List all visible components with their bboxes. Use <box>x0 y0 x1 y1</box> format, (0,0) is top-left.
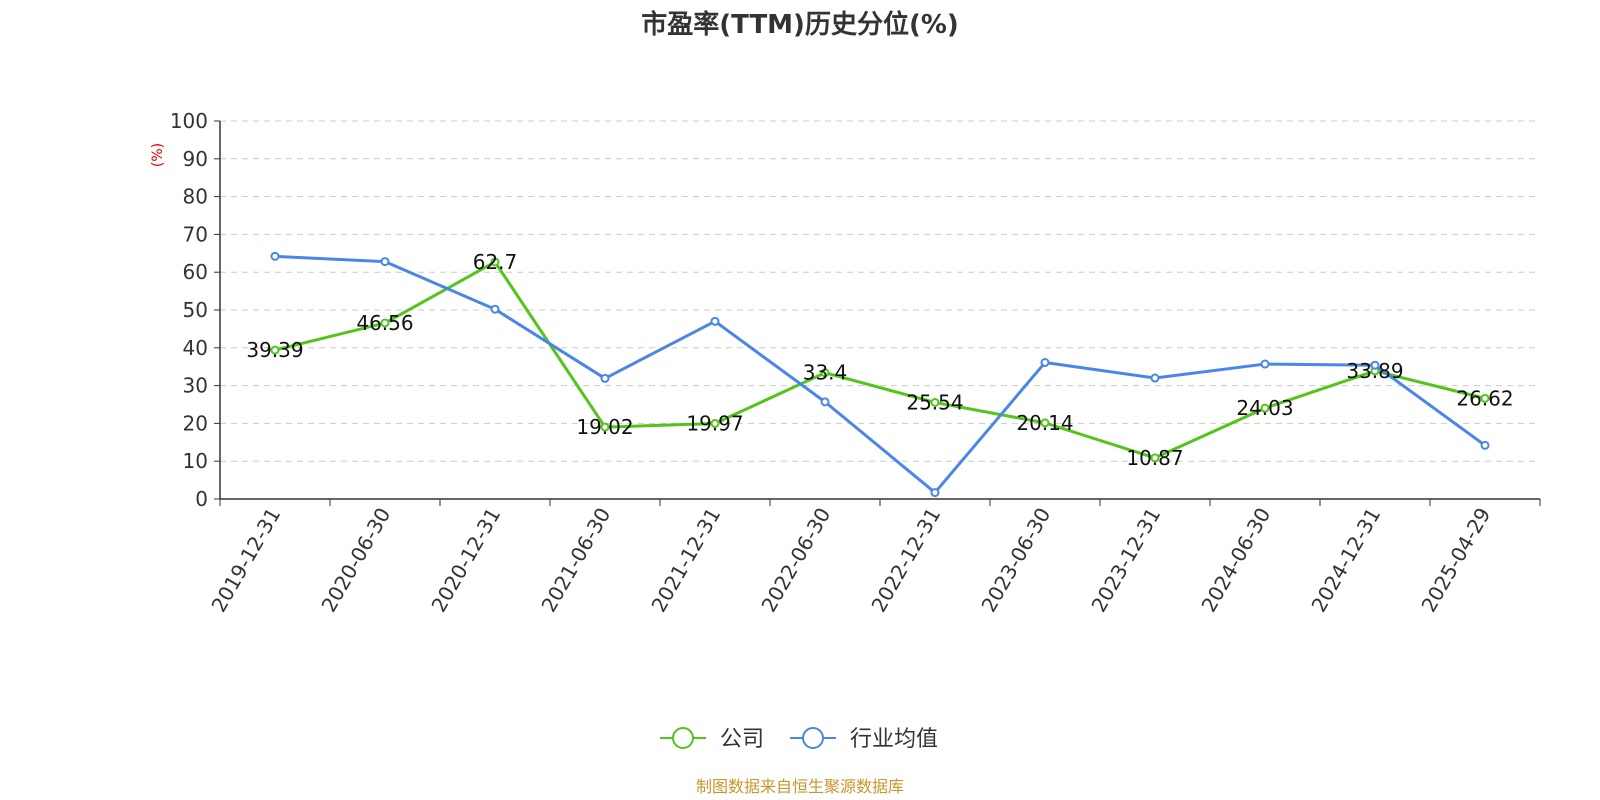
data-point[interactable] <box>1260 359 1270 369</box>
data-point[interactable] <box>1150 453 1160 463</box>
data-label: 20.14 <box>1016 411 1073 435</box>
legend-item-industry-average[interactable]: 行业均值 <box>790 727 938 752</box>
series-lines <box>270 251 1490 498</box>
data-point[interactable] <box>270 345 280 355</box>
x-tick-label: 2022-12-31 <box>866 504 945 617</box>
data-label: 62.7 <box>473 250 518 274</box>
chart-title: 市盈率(TTM)历史分位(%) <box>641 9 959 40</box>
series-line <box>274 254 1486 495</box>
data-point[interactable] <box>1150 373 1160 383</box>
y-axis-ticks: 0 10 20 30 40 50 60 70 80 90 100 <box>170 109 220 511</box>
data-point[interactable] <box>490 304 500 314</box>
data-label: 39.39 <box>246 338 303 362</box>
data-source-note: 制图数据来自恒生聚源数据库 <box>696 777 904 796</box>
x-tick-label: 2023-12-31 <box>1086 504 1165 617</box>
x-tick-label: 2025-04-29 <box>1416 504 1495 617</box>
data-point[interactable] <box>710 316 720 326</box>
x-tick-label: 2021-12-31 <box>646 504 725 617</box>
data-label: 10.87 <box>1126 446 1183 470</box>
y-tick-label: 30 <box>183 374 208 398</box>
data-point[interactable] <box>490 257 500 267</box>
y-tick-label: 10 <box>183 449 208 473</box>
y-tick-label: 80 <box>183 185 208 209</box>
data-point[interactable] <box>820 397 830 407</box>
data-point[interactable] <box>600 422 610 432</box>
data-point[interactable] <box>270 251 280 261</box>
grid-lines <box>220 120 1540 462</box>
x-tick-label: 2024-12-31 <box>1306 504 1385 617</box>
y-axis-unit-label: (%) <box>150 143 166 167</box>
data-label: 25.54 <box>906 390 963 414</box>
legend[interactable]: 公司 行业均值 <box>660 727 938 752</box>
y-tick-label: 70 <box>183 222 208 246</box>
data-point[interactable] <box>1480 393 1490 403</box>
data-point[interactable] <box>1370 360 1380 370</box>
data-point[interactable] <box>820 368 830 378</box>
series-line <box>274 260 1486 460</box>
x-tick-label: 2021-06-30 <box>536 504 615 617</box>
data-label: 33.89 <box>1346 359 1403 383</box>
legend-industry-marker <box>802 727 824 749</box>
x-axis-ticks: 2019-12-31 2020-06-30 2020-12-31 2021-06-30… <box>206 499 1541 617</box>
x-tick-label: 2020-12-31 <box>426 504 505 617</box>
legend-company-marker <box>672 727 694 749</box>
y-tick-label: 40 <box>183 336 208 360</box>
x-tick-label: 2019-12-31 <box>206 504 285 617</box>
y-tick-label: 20 <box>183 411 208 435</box>
data-labels: 39.39 46.56 62.7 19.02 19.97 33.4 25.54 20.14 10… <box>246 250 1513 470</box>
data-point[interactable] <box>1260 403 1270 413</box>
x-tick-label: 2022-06-30 <box>756 504 835 617</box>
legend-industry-label: 行业均值 <box>850 727 938 752</box>
data-point[interactable] <box>600 373 610 383</box>
data-point[interactable] <box>1040 358 1050 368</box>
data-label: 19.02 <box>576 415 633 439</box>
data-point[interactable] <box>380 257 390 267</box>
data-label: 26.62 <box>1456 386 1513 410</box>
legend-item-company[interactable]: 公司 <box>660 727 764 752</box>
data-label: 46.56 <box>356 311 413 335</box>
data-point[interactable] <box>380 318 390 328</box>
data-point[interactable] <box>1040 418 1050 428</box>
data-label: 19.97 <box>686 412 743 436</box>
x-tick-label: 2023-06-30 <box>976 504 1055 617</box>
legend-company-label: 公司 <box>720 727 764 752</box>
y-tick-label: 50 <box>183 298 208 322</box>
data-point[interactable] <box>710 419 720 429</box>
data-label: 24.03 <box>1236 396 1293 420</box>
x-tick-label: 2024-06-30 <box>1196 504 1275 617</box>
data-point[interactable] <box>1480 440 1490 450</box>
x-tick-label: 2020-06-30 <box>316 504 395 617</box>
y-tick-label: 90 <box>183 147 208 171</box>
y-tick-label: 60 <box>183 260 208 284</box>
y-tick-label: 100 <box>170 109 208 133</box>
series-industry-average <box>270 251 1490 498</box>
data-label: 33.4 <box>803 361 848 385</box>
data-point[interactable] <box>930 397 940 407</box>
series-company <box>270 257 1490 463</box>
y-tick-label: 0 <box>195 487 208 511</box>
data-point[interactable] <box>930 488 940 498</box>
